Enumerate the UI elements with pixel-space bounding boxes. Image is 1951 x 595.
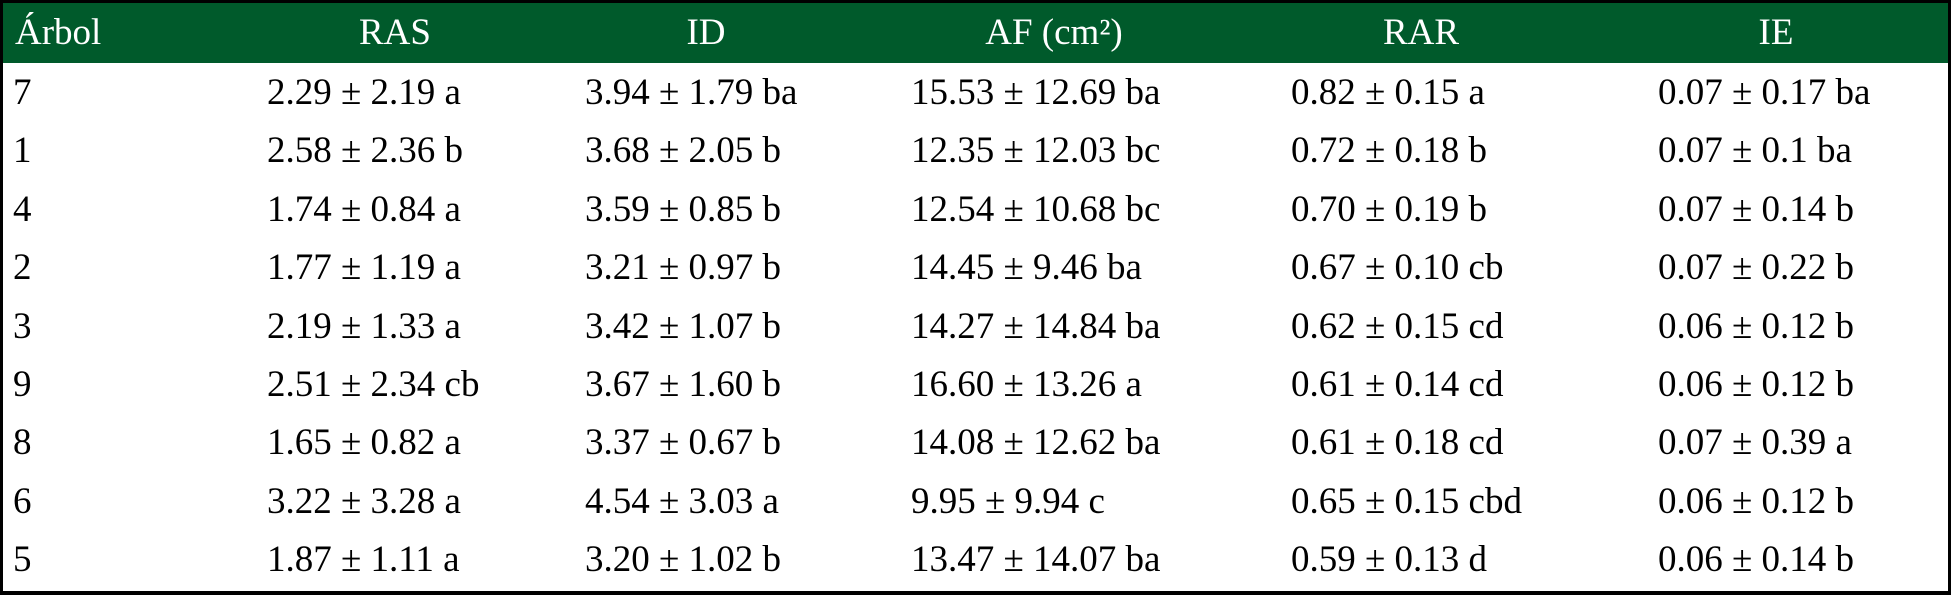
data-cell: 1.65 ± 0.82 a: [267, 422, 461, 464]
data-cell: 0.61 ± 0.14 cd: [1291, 364, 1504, 405]
data-cell: 0.72 ± 0.18 b: [1291, 130, 1488, 172]
header-cell: ID: [686, 12, 726, 53]
data-cell: 0.62 ± 0.15 cd: [1291, 305, 1504, 347]
data-cell: 0.67 ± 0.10 cb: [1291, 247, 1504, 289]
data-cell: 0.82 ± 0.15 a: [1291, 72, 1485, 113]
data-cell: 3.21 ± 0.97 b: [585, 247, 782, 289]
data-cell: 3.68 ± 2.05 b: [585, 130, 782, 172]
data-cell: 0.06 ± 0.14 b: [1658, 539, 1855, 581]
data-cell: 3.37 ± 0.67 b: [585, 422, 782, 464]
data-cell: 14.08 ± 12.62 ba: [911, 422, 1161, 464]
data-cell: 0.07 ± 0.22 b: [1658, 247, 1855, 289]
header-cell: RAS: [359, 12, 431, 53]
data-cell: 0.59 ± 0.13 d: [1291, 539, 1488, 581]
data-cell: 12.54 ± 10.68 bc: [911, 188, 1161, 230]
data-cell: 2.19 ± 1.33 a: [267, 305, 461, 347]
data-cell: 3.67 ± 1.60 b: [585, 364, 782, 405]
data-cell: 16.60 ± 13.26 a: [911, 364, 1142, 405]
data-cell: 4.54 ± 3.03 a: [585, 480, 779, 522]
row-label: 4: [13, 188, 32, 230]
data-cell: 2.58 ± 2.36 b: [267, 130, 464, 172]
row-label: 1: [13, 130, 32, 172]
data-cell: 0.07 ± 0.1 ba: [1658, 130, 1852, 172]
row-label: 7: [13, 72, 32, 113]
data-cell: 1.87 ± 1.11 a: [267, 539, 460, 581]
data-cell: 0.61 ± 0.18 cd: [1291, 422, 1504, 464]
data-cell: 14.45 ± 9.46 ba: [911, 247, 1142, 289]
data-cell: 13.47 ± 14.07 ba: [911, 539, 1161, 581]
data-cell: 15.53 ± 12.69 ba: [911, 72, 1161, 113]
data-cell: 1.74 ± 0.84 a: [267, 188, 461, 230]
header-cell: RAR: [1382, 12, 1460, 53]
row-label: 8: [13, 422, 32, 464]
data-cell: 9.95 ± 9.94 c: [911, 480, 1105, 522]
data-cell: 0.06 ± 0.12 b: [1658, 364, 1855, 405]
header-cell: AF (cm²): [985, 12, 1123, 53]
data-cell: 0.07 ± 0.17 ba: [1658, 72, 1871, 113]
data-cell: 0.70 ± 0.19 b: [1291, 188, 1488, 230]
row-label: 9: [13, 364, 32, 405]
data-cell: 3.94 ± 1.79 ba: [585, 72, 798, 113]
data-cell: 3.22 ± 3.28 a: [267, 480, 461, 522]
data-cell: 0.07 ± 0.39 a: [1658, 422, 1852, 464]
data-cell: 12.35 ± 12.03 bc: [911, 130, 1161, 172]
row-label: 3: [13, 305, 32, 347]
row-label: 5: [13, 539, 32, 581]
data-cell: 2.29 ± 2.19 a: [267, 72, 461, 113]
row-label: 6: [13, 480, 32, 522]
data-cell: 0.06 ± 0.12 b: [1658, 305, 1855, 347]
data-cell: 2.51 ± 2.34 cb: [267, 364, 480, 405]
data-cell: 14.27 ± 14.84 ba: [911, 305, 1161, 347]
header-band: [3, 3, 1948, 63]
data-cell: 0.65 ± 0.15 cbd: [1291, 480, 1522, 522]
header-cell: IE: [1758, 12, 1794, 53]
data-cell: 3.59 ± 0.85 b: [585, 188, 782, 230]
data-cell: 3.42 ± 1.07 b: [585, 305, 782, 347]
data-cell: 1.77 ± 1.19 a: [267, 247, 461, 289]
row-label: 2: [13, 247, 32, 289]
header-cell: Árbol: [15, 12, 102, 53]
data-cell: 0.06 ± 0.12 b: [1658, 480, 1855, 522]
data-cell: 0.07 ± 0.14 b: [1658, 188, 1855, 230]
data-cell: 3.20 ± 1.02 b: [585, 539, 782, 581]
